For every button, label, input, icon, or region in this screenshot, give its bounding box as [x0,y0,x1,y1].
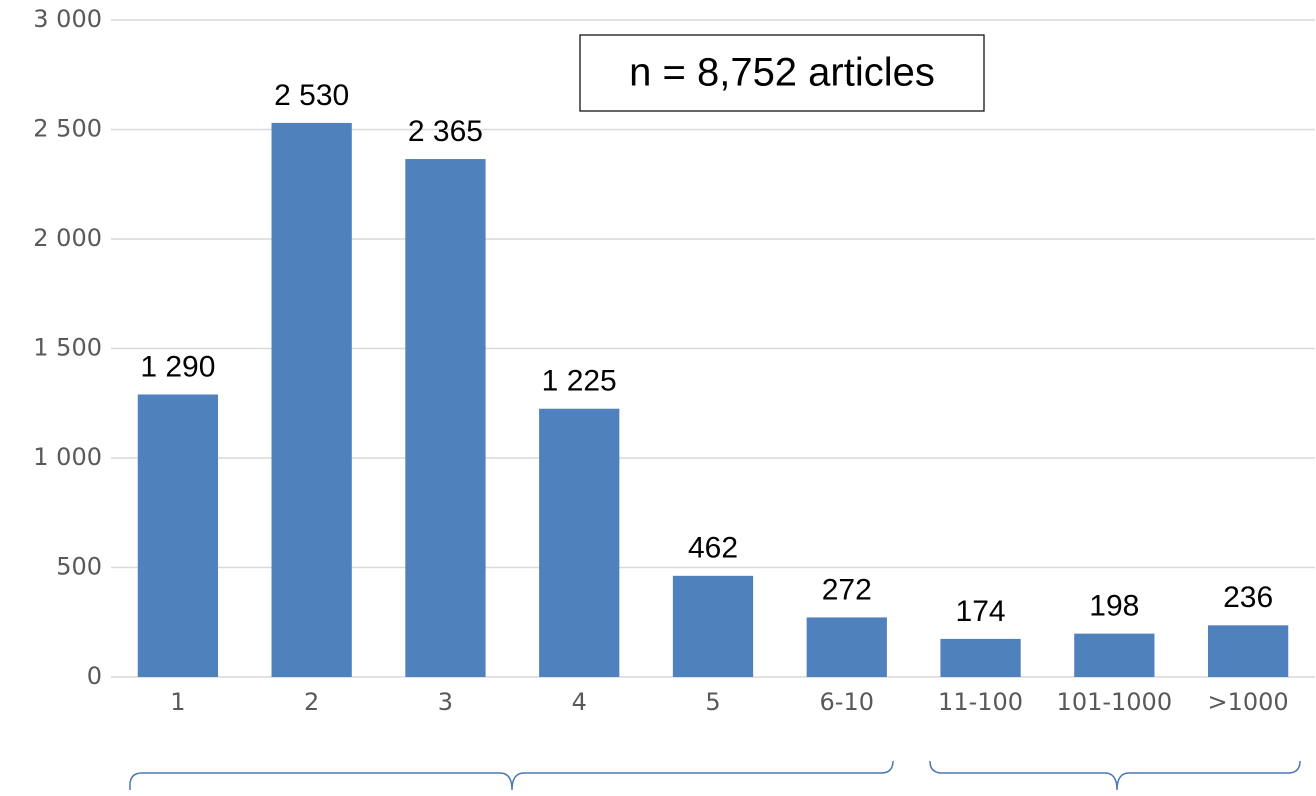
y-tick-label: 1 500 [33,334,102,362]
data-label: 2 530 [274,79,349,112]
x-tick-label: 101-1000 [1057,688,1173,716]
bar [806,617,887,677]
y-tick-label: 2 000 [33,224,102,252]
data-label: 198 [1089,590,1139,623]
data-label: 236 [1223,581,1273,614]
bar [672,575,754,677]
y-tick-label: 3 000 [33,5,102,33]
bar [1207,625,1289,677]
group-brace [929,760,1301,791]
x-tick-label: 2 [304,688,319,716]
data-label: 1 290 [140,350,215,383]
bar [271,122,352,678]
group-brace [129,760,894,791]
x-tick-label: 11-100 [938,688,1023,716]
x-tick-label: >1000 [1208,688,1289,716]
annotation: n = 8,752 articles [629,51,935,95]
bar [405,159,486,677]
data-label: 1 225 [542,365,617,398]
x-tick-label: 4 [572,688,587,716]
x-tick-label: 1 [170,688,185,716]
bar [137,394,219,677]
data-label: 272 [822,573,872,606]
y-tick-label: 2 500 [33,115,102,143]
x-tick-label: 5 [705,688,720,716]
y-tick-label: 500 [56,553,102,581]
x-tick-label: 3 [438,688,453,716]
x-tick-label: 6-10 [820,688,874,716]
annotation-box [579,34,985,112]
data-label: 462 [688,532,738,565]
bar [539,408,620,677]
data-label: 174 [956,595,1006,628]
y-tick-label: 1 000 [33,443,102,471]
data-label: 2 365 [408,115,483,148]
bar [940,638,1021,677]
y-tick-label: 0 [87,662,102,690]
bar [1074,633,1155,677]
